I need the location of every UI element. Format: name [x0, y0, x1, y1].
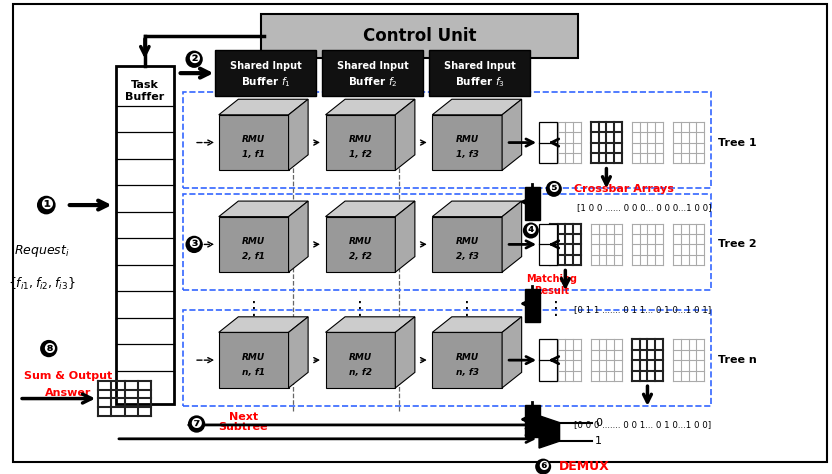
Text: Shared Input: Shared Input — [230, 61, 302, 71]
Bar — [539, 224, 557, 265]
Polygon shape — [433, 332, 502, 388]
Text: Buffer $f_2$: Buffer $f_2$ — [348, 75, 398, 89]
Text: ⋮: ⋮ — [245, 300, 263, 318]
Polygon shape — [289, 201, 308, 272]
Polygon shape — [325, 115, 395, 170]
Text: $Request_i$: $Request_i$ — [14, 243, 70, 259]
Text: RMU: RMU — [242, 135, 265, 144]
Text: 1, f3: 1, f3 — [456, 150, 478, 159]
Polygon shape — [219, 201, 308, 217]
Text: [0 1 1 ....... 0 1 1... 0 1 0...1 0 1]: [0 1 1 ....... 0 1 1... 0 1 0...1 0 1] — [574, 305, 711, 314]
Bar — [539, 339, 557, 381]
Bar — [539, 122, 557, 164]
Polygon shape — [433, 115, 502, 170]
Text: ⋮: ⋮ — [351, 300, 369, 318]
Polygon shape — [219, 317, 308, 332]
Polygon shape — [433, 317, 522, 332]
Text: Next: Next — [229, 411, 258, 421]
Text: 2, f2: 2, f2 — [349, 252, 372, 261]
Polygon shape — [325, 201, 415, 217]
Text: Control Unit: Control Unit — [364, 27, 477, 45]
Text: RMU: RMU — [242, 237, 265, 246]
Polygon shape — [289, 317, 308, 388]
Text: Tree n: Tree n — [718, 355, 757, 365]
Text: Matching: Matching — [526, 274, 577, 284]
Text: ❺: ❺ — [548, 182, 559, 195]
Polygon shape — [325, 99, 415, 115]
Polygon shape — [433, 99, 522, 115]
Polygon shape — [219, 217, 289, 272]
Polygon shape — [325, 217, 395, 272]
Text: 0: 0 — [595, 418, 602, 428]
Polygon shape — [502, 317, 522, 388]
Bar — [525, 405, 540, 438]
Polygon shape — [325, 317, 415, 332]
Polygon shape — [502, 99, 522, 170]
Text: ❶: ❶ — [40, 198, 52, 212]
Text: Tree 1: Tree 1 — [718, 137, 757, 147]
Polygon shape — [395, 317, 415, 388]
Text: 1, f2: 1, f2 — [349, 150, 372, 159]
Text: Task
Buffer: Task Buffer — [126, 80, 165, 102]
Text: RMU: RMU — [349, 353, 372, 362]
Text: n, f3: n, f3 — [456, 368, 478, 377]
Polygon shape — [433, 201, 522, 217]
Text: RMU: RMU — [349, 237, 372, 246]
Polygon shape — [219, 99, 308, 115]
Text: RMU: RMU — [456, 237, 478, 246]
Polygon shape — [502, 201, 522, 272]
Text: Crossbar Arrays: Crossbar Arrays — [574, 184, 674, 194]
Text: ❼: ❼ — [191, 417, 202, 431]
Text: Answer: Answer — [45, 388, 92, 398]
FancyBboxPatch shape — [261, 14, 578, 58]
Text: ❽: ❽ — [43, 342, 55, 356]
Bar — [525, 188, 540, 220]
Text: RMU: RMU — [456, 353, 478, 362]
Text: Buffer $f_3$: Buffer $f_3$ — [454, 75, 504, 89]
Text: 2, f1: 2, f1 — [242, 252, 265, 261]
Text: 2, f3: 2, f3 — [456, 252, 478, 261]
Text: Buffer $f_1$: Buffer $f_1$ — [241, 75, 291, 89]
FancyBboxPatch shape — [429, 50, 530, 96]
Text: ❸: ❸ — [188, 237, 200, 251]
Text: n, f1: n, f1 — [242, 368, 265, 377]
Text: n, f2: n, f2 — [349, 368, 372, 377]
Polygon shape — [219, 332, 289, 388]
Text: RMU: RMU — [456, 135, 478, 144]
Text: 1: 1 — [595, 436, 602, 446]
Text: 1, f1: 1, f1 — [242, 150, 265, 159]
Text: $\{f_{i1}, f_{i2}, f_{i3}\}$: $\{f_{i1}, f_{i2}, f_{i3}\}$ — [8, 276, 76, 292]
Text: ❹: ❹ — [526, 224, 536, 237]
Polygon shape — [325, 332, 395, 388]
Polygon shape — [289, 99, 308, 170]
Polygon shape — [219, 115, 289, 170]
Text: ❻: ❻ — [537, 460, 548, 473]
Polygon shape — [395, 201, 415, 272]
Polygon shape — [395, 99, 415, 170]
Text: Result: Result — [534, 286, 569, 296]
Text: ⋮: ⋮ — [547, 300, 565, 318]
Text: ⋮: ⋮ — [458, 300, 476, 318]
Text: Shared Input: Shared Input — [443, 61, 515, 71]
Text: RMU: RMU — [242, 353, 265, 362]
Polygon shape — [539, 416, 560, 448]
Text: Shared Input: Shared Input — [337, 61, 409, 71]
Text: RMU: RMU — [349, 135, 372, 144]
Text: Sum & Output: Sum & Output — [24, 371, 112, 382]
FancyBboxPatch shape — [215, 50, 316, 96]
Polygon shape — [433, 217, 502, 272]
Text: [0 0 0 ....... 0 0 1... 0 1 0...1 0 0]: [0 0 0 ....... 0 0 1... 0 1 0...1 0 0] — [574, 420, 711, 429]
Bar — [525, 289, 540, 322]
Text: Subtree: Subtree — [219, 422, 268, 432]
Bar — [116, 66, 174, 404]
Text: Tree 2: Tree 2 — [718, 239, 757, 249]
Text: DEMUX: DEMUX — [559, 460, 610, 473]
Text: [1 0 0 ...... 0 0 0... 0 0 0...1 0 0]: [1 0 0 ...... 0 0 0... 0 0 0...1 0 0] — [577, 203, 711, 212]
FancyBboxPatch shape — [322, 50, 423, 96]
Text: ❷: ❷ — [188, 52, 200, 66]
